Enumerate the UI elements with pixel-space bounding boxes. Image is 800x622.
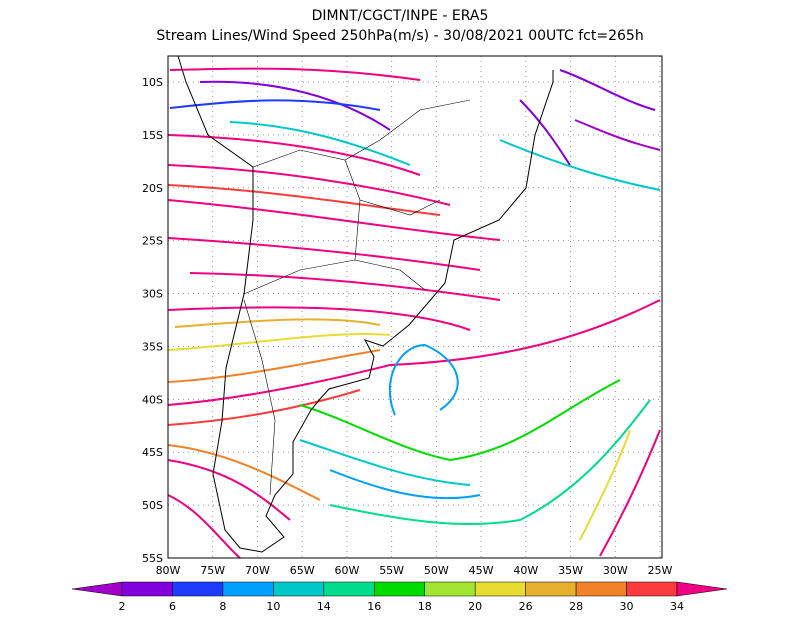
colorbar-box [172, 581, 224, 597]
map-frame [167, 55, 663, 559]
colorbar-box [273, 581, 325, 597]
colorbar-label: 10 [266, 600, 280, 613]
colorbar-box [323, 581, 375, 597]
lat-tick-label: 25S [142, 235, 163, 248]
lat-tick-label: 50S [142, 499, 163, 512]
lat-tick-label: 40S [142, 393, 163, 406]
streamline [579, 429, 631, 541]
streamline [499, 139, 661, 191]
colorbar-label: 14 [317, 600, 331, 613]
streamline [167, 459, 291, 521]
lat-tick-label: 10S [142, 76, 163, 89]
streamline [329, 399, 651, 526]
lon-tick-label: 80W [156, 564, 181, 577]
coastline [177, 55, 554, 553]
colorbar-label: 20 [468, 600, 482, 613]
streamline [574, 119, 661, 151]
lat-tick-label: 30S [142, 288, 163, 301]
colorbar-label: 28 [569, 600, 583, 613]
lat-tick-label: 35S [142, 340, 163, 353]
lon-tick-label: 75W [200, 564, 225, 577]
lat-tick-label: 15S [142, 129, 163, 142]
lon-tick-label: 65W [290, 564, 315, 577]
colorbar-box [575, 581, 627, 597]
streamline [167, 299, 661, 406]
colorbar-box [626, 581, 678, 597]
colorbar-box [374, 581, 425, 597]
streamline [199, 80, 391, 131]
streamline [167, 444, 321, 501]
lon-tick-label: 60W [334, 564, 359, 577]
streamline [169, 99, 381, 111]
streamline [169, 67, 421, 81]
streamline [174, 318, 381, 328]
streamline [167, 164, 451, 206]
streamline [559, 69, 656, 111]
lat-tick-label: 20S [142, 182, 163, 195]
streamline [229, 121, 411, 166]
streamline [167, 237, 481, 271]
lon-tick-label: 30W [603, 564, 628, 577]
lat-tick-label: 55S [142, 552, 163, 565]
subtitle: Stream Lines/Wind Speed 250hPa(m/s) - 30… [156, 28, 643, 44]
colorbar-label: 26 [519, 600, 533, 613]
streamline [299, 439, 471, 486]
streamline [329, 469, 481, 500]
colorbar-label: 16 [367, 600, 381, 613]
streamline [519, 99, 571, 166]
colorbar-label: 18 [418, 600, 432, 613]
lon-tick-label: 55W [379, 564, 404, 577]
colorbar-box [474, 581, 526, 597]
colorbar-end [676, 581, 728, 597]
colorbar-box [222, 581, 274, 597]
colorbar-box [121, 581, 173, 597]
streamline [167, 199, 501, 241]
streamline [167, 134, 421, 176]
lon-tick-label: 25W [648, 564, 673, 577]
streamline [189, 272, 501, 301]
lat-tick-label: 45S [142, 446, 163, 459]
colorbar-label: 30 [620, 600, 634, 613]
colorbar-label: 34 [670, 600, 684, 613]
streamline [599, 429, 661, 557]
streamline [167, 306, 471, 331]
colorbar-box [525, 581, 577, 597]
title: DIMNT/CGCT/INPE - ERA5 [312, 8, 489, 24]
colorbar-end [71, 581, 123, 597]
streamline [167, 494, 241, 559]
colorbar-label: 8 [219, 600, 226, 613]
lon-tick-label: 45W [469, 564, 494, 577]
streamline [167, 389, 361, 426]
lon-tick-label: 50W [424, 564, 449, 577]
colorbar-label: 6 [169, 600, 176, 613]
streamline [167, 332, 391, 351]
colorbar-box [424, 581, 476, 597]
lon-tick-label: 40W [513, 564, 538, 577]
colorbar-label: 2 [119, 600, 126, 613]
streamline [388, 343, 459, 416]
streamline [167, 349, 381, 383]
streamline [167, 184, 441, 216]
streamline [299, 379, 621, 462]
lon-tick-label: 70W [245, 564, 270, 577]
lon-tick-label: 35W [558, 564, 583, 577]
borders [243, 99, 471, 496]
